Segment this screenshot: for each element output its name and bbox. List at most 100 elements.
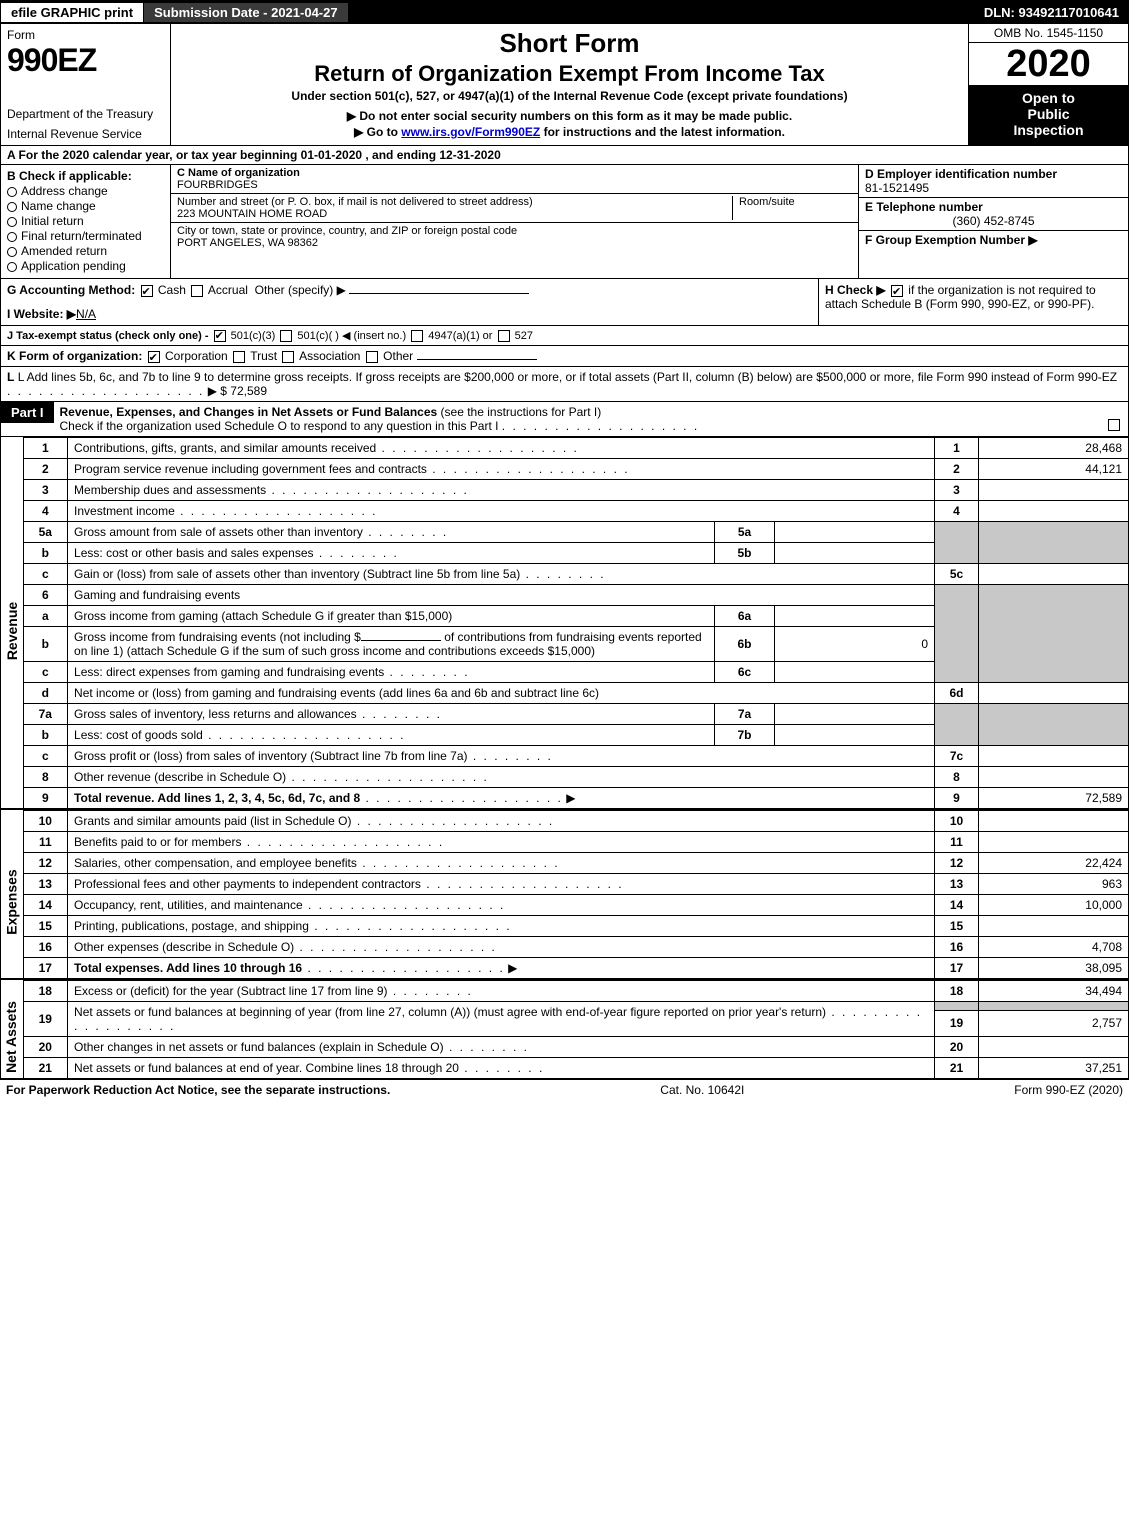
chk-501c[interactable] [280,330,292,342]
line-6: 6 Gaming and fundraising events [24,585,1129,606]
l6c-ival [775,662,935,683]
org-name: FOURBRIDGES [177,179,852,191]
l4-d: Investment income [74,504,175,518]
chk-schedule-o-part1[interactable] [1108,419,1120,431]
l6-shade-ln [935,585,979,683]
box-b-title: B Check if applicable: [7,169,164,183]
other-specify-input[interactable] [349,293,529,294]
chk-527[interactable] [498,330,510,342]
chk-other-org[interactable] [366,351,378,363]
c-name-label: C Name of organization [177,167,852,179]
l4-n: 4 [24,501,68,522]
net-assets-section: Net Assets 18 Excess or (deficit) for th… [0,980,1129,1080]
open-l2: Public [973,106,1124,122]
l20-ln: 20 [935,1037,979,1058]
l19-ln: 19 [935,1010,979,1036]
chk-4947[interactable] [411,330,423,342]
l19-shade-ln [935,1002,979,1011]
l7b-ival [775,725,935,746]
l2-amt: 44,121 [979,459,1129,480]
lbl-address-change: Address change [21,184,108,198]
box-b: B Check if applicable: Address change Na… [1,165,171,278]
chk-address-change[interactable] [7,187,17,197]
expenses-table: 10 Grants and similar amounts paid (list… [24,810,1129,979]
l17-ln: 17 [935,958,979,979]
footer-right: Form 990-EZ (2020) [1014,1083,1123,1097]
l-arrow: ▶ $ [208,384,227,398]
form-header: Form 990EZ Department of the Treasury In… [0,24,1129,146]
form-header-left: Form 990EZ Department of the Treasury In… [1,24,171,145]
l20-amt [979,1037,1129,1058]
l5a-ival [775,522,935,543]
l10-d: Grants and similar amounts paid (list in… [74,814,351,828]
l21-d: Net assets or fund balances at end of ye… [74,1061,459,1075]
open-l1: Open to [973,90,1124,106]
l12-amt: 22,424 [979,853,1129,874]
chk-accrual[interactable] [191,285,203,297]
l5c-n: c [24,564,68,585]
other-org-input[interactable] [417,359,537,360]
l6b-blank[interactable] [361,640,441,641]
group-exemption-label: F Group Exemption Number ▶ [865,233,1122,247]
box-def: D Employer identification number 81-1521… [858,165,1128,278]
chk-h[interactable] [891,285,903,297]
chk-trust[interactable] [233,351,245,363]
l7a-box: 7a [715,704,775,725]
l13-d: Professional fees and other payments to … [74,877,421,891]
lbl-501c: 501(c)( ) [297,330,339,342]
l6b-ival: 0 [775,627,935,662]
l7ab-shade-amt [979,704,1129,746]
chk-application-pending[interactable] [7,262,17,272]
l7a-n: 7a [24,704,68,725]
g-label: G Accounting Method: [7,283,135,297]
l18-ln: 18 [935,981,979,1002]
chk-association[interactable] [282,351,294,363]
l5a-box: 5a [715,522,775,543]
row-j: J Tax-exempt status (check only one) - 5… [0,326,1129,346]
l7a-d: Gross sales of inventory, less returns a… [74,707,357,721]
chk-corporation[interactable] [148,351,160,363]
l8-amt [979,767,1129,788]
l20-d: Other changes in net assets or fund bala… [74,1040,444,1054]
l21-n: 21 [24,1058,68,1079]
chk-initial-return[interactable] [7,217,17,227]
submission-date: Submission Date - 2021-04-27 [144,3,348,22]
l5ab-shade-ln [935,522,979,564]
line-1: 1 Contributions, gifts, grants, and simi… [24,438,1129,459]
netassets-label-cell: Net Assets [0,980,24,1079]
l7b-d: Less: cost of goods sold [74,728,203,742]
line-5c: c Gain or (loss) from sale of assets oth… [24,564,1129,585]
l15-ln: 15 [935,916,979,937]
dln: DLN: 93492117010641 [974,3,1129,22]
chk-final-return[interactable] [7,232,17,242]
l6b-d1: Gross income from fundraising events (no… [74,630,361,644]
website-value: N/A [76,307,96,321]
irs-link[interactable]: www.irs.gov/Form990EZ [401,125,540,139]
line-8: 8 Other revenue (describe in Schedule O)… [24,767,1129,788]
l-text: L Add lines 5b, 6c, and 7b to line 9 to … [18,370,1117,384]
phone-value: (360) 452-8745 [865,214,1122,228]
irs-label: Internal Revenue Service [7,127,164,141]
row-h: H Check ▶ if the organization is not req… [818,279,1128,325]
l14-ln: 14 [935,895,979,916]
l5b-n: b [24,543,68,564]
chk-name-change[interactable] [7,202,17,212]
l11-ln: 11 [935,832,979,853]
line-21: 21 Net assets or fund balances at end of… [24,1058,1129,1079]
lbl-application-pending: Application pending [21,259,126,273]
lbl-accrual: Accrual [208,283,248,297]
chk-501c3[interactable] [214,330,226,342]
part1-bar: Part I Revenue, Expenses, and Changes in… [0,402,1129,437]
chk-cash[interactable] [141,285,153,297]
c-street-label: Number and street (or P. O. box, if mail… [177,196,732,208]
l12-n: 12 [24,853,68,874]
l1-d: Contributions, gifts, grants, and simila… [74,441,376,455]
revenue-label: Revenue [4,601,20,659]
l9-n: 9 [24,788,68,809]
lbl-association: Association [299,349,360,363]
l18-n: 18 [24,981,68,1002]
expenses-section: Expenses 10 Grants and similar amounts p… [0,810,1129,980]
l15-n: 15 [24,916,68,937]
chk-amended-return[interactable] [7,247,17,257]
j-label: J Tax-exempt status (check only one) - [7,330,209,342]
